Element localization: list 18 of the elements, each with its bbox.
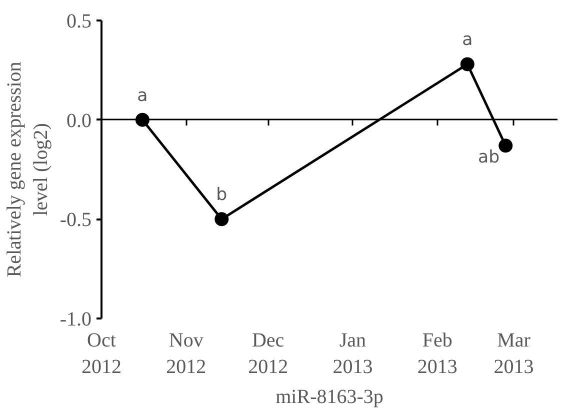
y-tick-label: -0.5 [60,209,92,232]
annotation: ab [478,148,500,168]
annotation: b [216,185,228,206]
x-tick-label: Feb 2013 [417,330,458,378]
point [460,57,474,72]
annotation: a [137,86,148,106]
x-tick-label: Mar 2013 [494,330,534,378]
y-tick-label: 0.0 [66,110,92,132]
point [498,138,513,153]
y-axis-title: Relatively gene expression level (log2) [3,62,52,278]
x-tick-label: Jan 2013 [332,330,373,378]
y-tick-label: -1.0 [60,308,92,330]
x-tick-label: Oct 2012 [82,330,122,378]
y-tick-label: 0.5 [66,10,92,32]
point [214,212,229,226]
x-axis-title: miR-8163-3p [276,386,384,408]
x-tick-label: Nov 2012 [166,330,206,378]
annotation: a [462,30,473,50]
